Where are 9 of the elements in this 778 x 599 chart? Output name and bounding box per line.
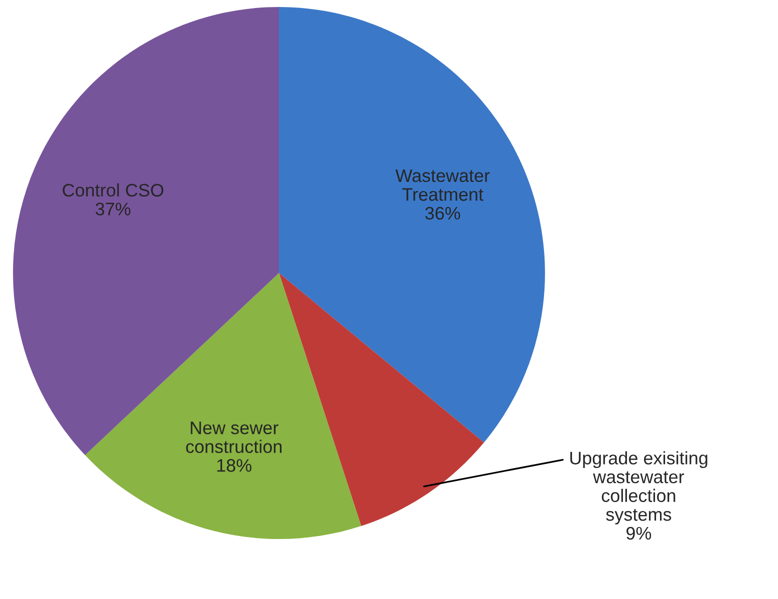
data-label: 36% bbox=[425, 206, 460, 220]
pie-slice bbox=[85, 273, 362, 539]
slice-label: Upgrade exisiting wastewater collection systems bbox=[570, 451, 708, 524]
slice-label: New sewer construction bbox=[186, 422, 282, 454]
slice-label: Control CSO bbox=[62, 183, 164, 197]
slice-label: Wastewater Treatment bbox=[395, 169, 490, 201]
data-label: 9% bbox=[626, 526, 652, 540]
data-label: 37% bbox=[96, 202, 130, 216]
data-label: 18% bbox=[217, 459, 252, 472]
